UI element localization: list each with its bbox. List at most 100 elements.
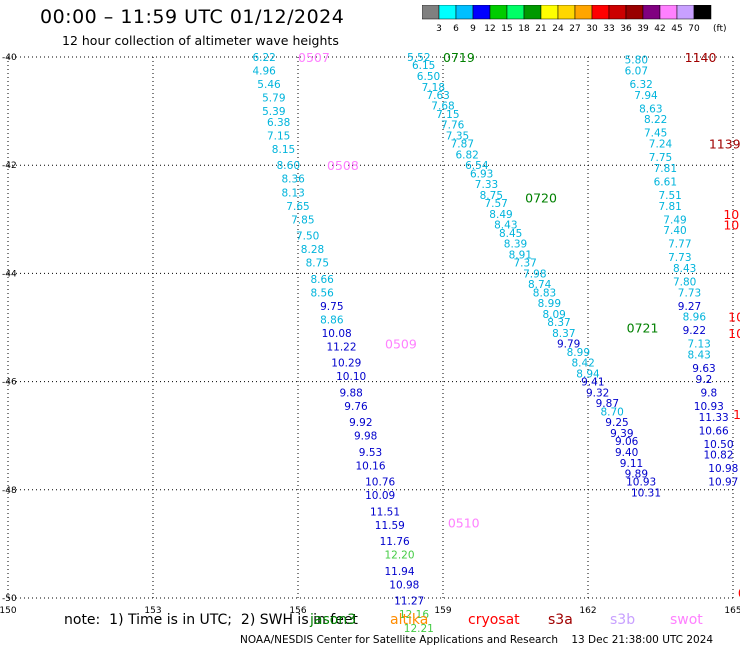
wave-height-point: 7.13: [687, 339, 710, 351]
wave-height-point: 9.11: [620, 458, 643, 470]
wave-height-point: 10.93: [694, 401, 724, 413]
x-tick-label: 162: [579, 606, 596, 616]
x-tick-label: 159: [434, 606, 451, 616]
colorbar-tick-label: 3: [436, 24, 442, 34]
wave-height-point: 7.45: [644, 128, 667, 140]
wave-height-point: 8.43: [673, 263, 696, 275]
wave-height-point: 5.39: [262, 106, 285, 118]
wave-height-point: 7.75: [649, 152, 672, 164]
wave-height-point: 8.63: [639, 103, 662, 115]
wave-height-point: 9.75: [320, 301, 343, 313]
pass-time-label: 0721: [627, 321, 659, 336]
color-scale-legend: 3 6 9 12 15 18 21 24 27 30 33 36 39 42 45 70 (ft): [422, 5, 727, 34]
wave-height-point: 11.22: [326, 341, 356, 353]
wave-height-point: 10.31: [631, 488, 661, 500]
wave-height-point: 4.96: [252, 66, 276, 78]
wave-height-point: 8.60: [277, 160, 300, 172]
wave-height-point: 6.61: [654, 176, 677, 188]
wave-height-point: 11.59: [375, 520, 405, 532]
y-tick-label: -42: [2, 161, 17, 171]
satellite-label-s3b: s3b: [610, 612, 636, 628]
wave-height-point: 8.43: [687, 350, 710, 362]
wave-height-point: 7.50: [296, 231, 319, 243]
colorbar-tick-label: 15: [501, 24, 512, 34]
wave-height-point: 9.88: [339, 387, 362, 399]
wave-height-point: 6.54: [465, 160, 489, 172]
wave-height-point: 10.16: [355, 460, 385, 472]
colorbar-tick-label: 42: [654, 24, 665, 34]
wave-height-point: 7.81: [658, 201, 681, 213]
pass-time-label: 1139: [709, 137, 740, 152]
wave-height-point: 8.43: [494, 220, 517, 232]
colorbar-tick-label: 39: [637, 24, 649, 34]
colorbar-tick-label: 21: [535, 24, 546, 34]
pass-time-label: 1140: [685, 50, 717, 65]
wave-height-point: 11.94: [384, 566, 414, 578]
wave-height-point: 7.98: [523, 268, 546, 280]
y-tick-label: -46: [2, 378, 17, 388]
chart-subtitle: 12 hour collection of altimeter wave hei…: [62, 33, 339, 48]
wave-height-point: 8.49: [489, 209, 512, 221]
pass-time-label: 1000: [728, 326, 740, 341]
wave-height-point: 6.82: [455, 149, 478, 161]
wave-height-point: 7.40: [663, 225, 686, 237]
wave-height-point: 5.52: [407, 52, 430, 64]
wave-height-point: 7.65: [286, 201, 309, 213]
wave-height-point: 8.83: [533, 287, 556, 299]
colorbar-tick-label: 70: [688, 24, 700, 34]
wave-height-point: 9.27: [678, 301, 701, 313]
colorbar-unit-label: (ft): [713, 24, 727, 34]
wave-height-point: 5.79: [262, 93, 285, 105]
wave-height-point: 9.92: [349, 417, 372, 429]
colorbar-tick-label: 12: [484, 24, 495, 34]
wave-height-point: 10.97: [708, 477, 738, 489]
wave-height-point: 10.98: [389, 579, 419, 591]
wave-height-point: 8.22: [644, 114, 667, 126]
wave-height-point: 8.56: [310, 287, 334, 299]
satellite-label-s3a: s3a: [548, 612, 573, 628]
credits-footer: NOAA/NESDIS Center for Satellite Applica…: [240, 634, 714, 646]
wave-height-point: 9.22: [683, 325, 706, 337]
wave-height-point: 11.27: [394, 596, 424, 608]
wave-height-point: 10.66: [699, 425, 729, 437]
colorbar-tick-label: 27: [569, 24, 580, 34]
wave-height-point: 5.80: [625, 55, 648, 67]
wave-height-point: 10.82: [703, 450, 733, 462]
wave-height-point: 7.33: [475, 179, 498, 191]
wave-height-point: 8.66: [310, 274, 334, 286]
wave-height-point: 10.08: [322, 328, 352, 340]
wave-height-point: 9.41: [581, 377, 604, 389]
wave-height-point: 8.74: [528, 279, 552, 291]
wave-height-point: 8.99: [567, 347, 590, 359]
wave-height-point: 12.16: [399, 609, 429, 621]
pass-time-label: 100: [733, 407, 740, 422]
wave-height-point: 7.73: [668, 252, 691, 264]
wave-height-point: 7.81: [654, 163, 677, 175]
wave-height-point: 7.24: [649, 139, 673, 151]
wave-height-point: 9.40: [615, 447, 638, 459]
wave-height-point: 9.98: [354, 431, 377, 443]
y-tick-label: -48: [2, 486, 17, 496]
x-tick-label: 153: [144, 606, 161, 616]
wave-height-point: 7.57: [484, 198, 507, 210]
wave-height-point: 10.76: [365, 477, 395, 489]
wave-height-point: 10.98: [708, 463, 738, 475]
wave-height-point: 10.50: [703, 439, 733, 451]
wave-height-point: 8.75: [306, 258, 329, 270]
wave-height-point: 5.46: [257, 79, 281, 91]
wave-height-point: 8.70: [600, 406, 623, 418]
wave-height-point: 7.15: [267, 130, 290, 142]
wave-height-point: 9.76: [344, 401, 368, 413]
wave-height-point: 8.28: [301, 244, 324, 256]
wave-height-point: 9.39: [610, 428, 633, 440]
wave-height-point: 7.49: [663, 214, 686, 226]
wave-height-point: 7.15: [436, 109, 459, 121]
wave-height-point: 7.51: [658, 190, 681, 202]
wave-height-point: 6.22: [252, 52, 275, 64]
wave-height-point: 8.45: [499, 228, 522, 240]
satellite-label-altika: altika: [390, 612, 429, 628]
y-tick-label: -44: [2, 269, 17, 279]
wave-height-point: 6.50: [417, 71, 440, 83]
wave-height-point: 9.89: [625, 469, 648, 481]
pass-time-label: 0510: [448, 515, 480, 530]
